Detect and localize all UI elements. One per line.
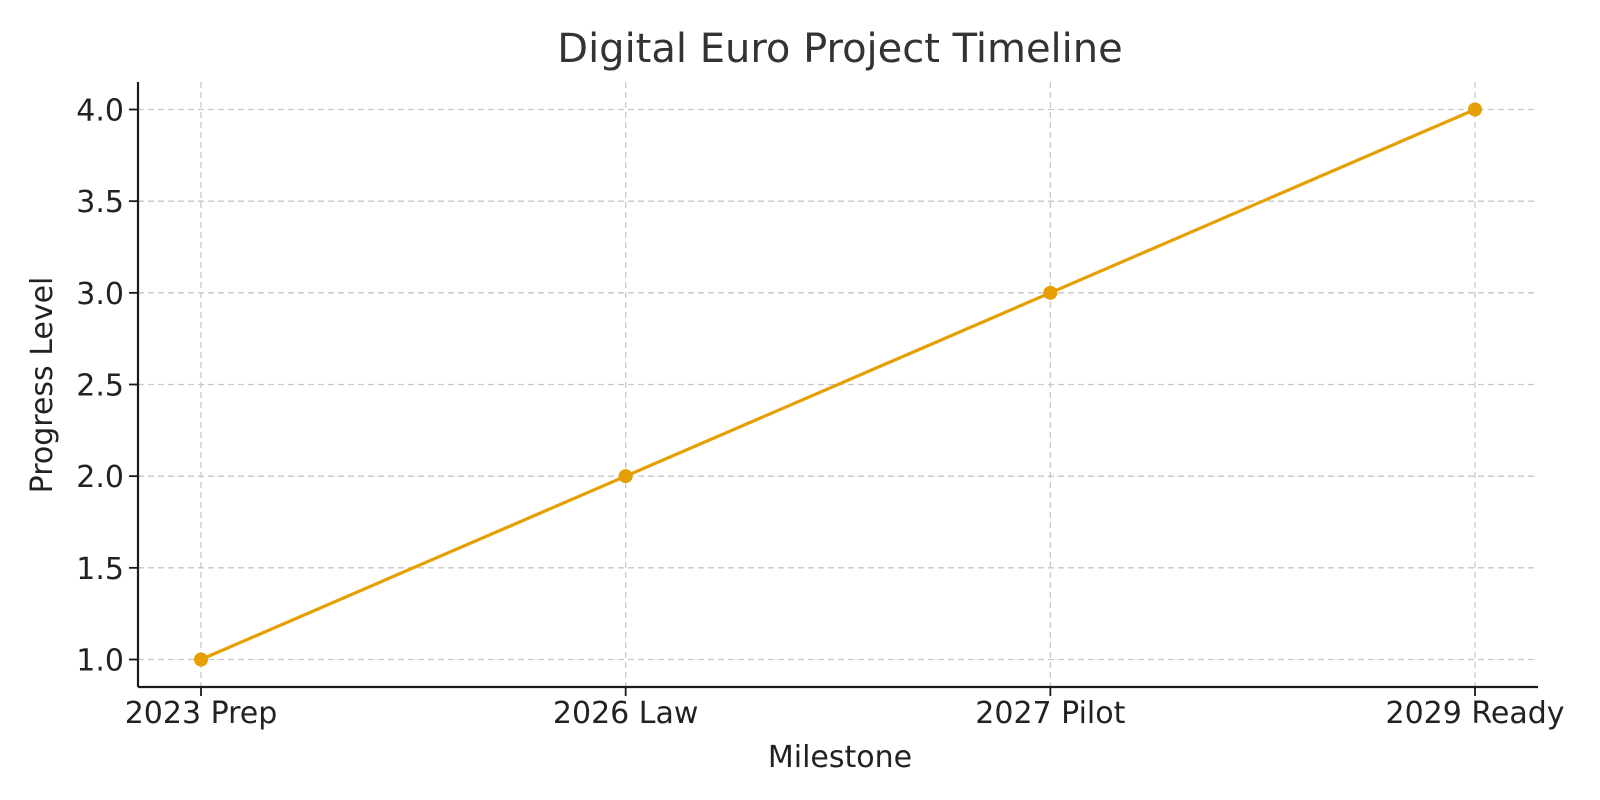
series-layer <box>194 102 1482 667</box>
x-tick-label: 2027 Pilot <box>975 696 1125 731</box>
y-tick-label: 2.0 <box>76 460 124 495</box>
y-tick-label: 1.0 <box>76 644 124 679</box>
y-tick-label: 3.0 <box>76 277 124 312</box>
y-axis-label: Progress Level <box>25 277 60 494</box>
series-line <box>199 107 1477 662</box>
data-point-marker <box>1043 285 1058 300</box>
x-tick-label: 2023 Prep <box>125 696 278 731</box>
data-point-marker <box>1468 102 1482 117</box>
y-tick-label: 2.5 <box>76 369 124 404</box>
data-point-marker <box>194 652 208 667</box>
x-tick-label: 2029 Ready <box>1385 696 1564 731</box>
y-tick-label: 4.0 <box>76 94 124 129</box>
y-tick-label: 1.5 <box>76 552 124 587</box>
ticks-layer: 1.0 1.5 2.0 2.5 3.0 3.5 4.0 2023 Prep 2026 Law 20… <box>76 94 1564 732</box>
data-point-marker <box>618 469 633 484</box>
y-tick-label: 3.5 <box>76 185 124 220</box>
chart-title: Digital Euro Project Timeline <box>557 26 1122 72</box>
x-tick-label: 2026 Law <box>553 696 699 731</box>
x-axis-label: Milestone <box>768 740 912 775</box>
